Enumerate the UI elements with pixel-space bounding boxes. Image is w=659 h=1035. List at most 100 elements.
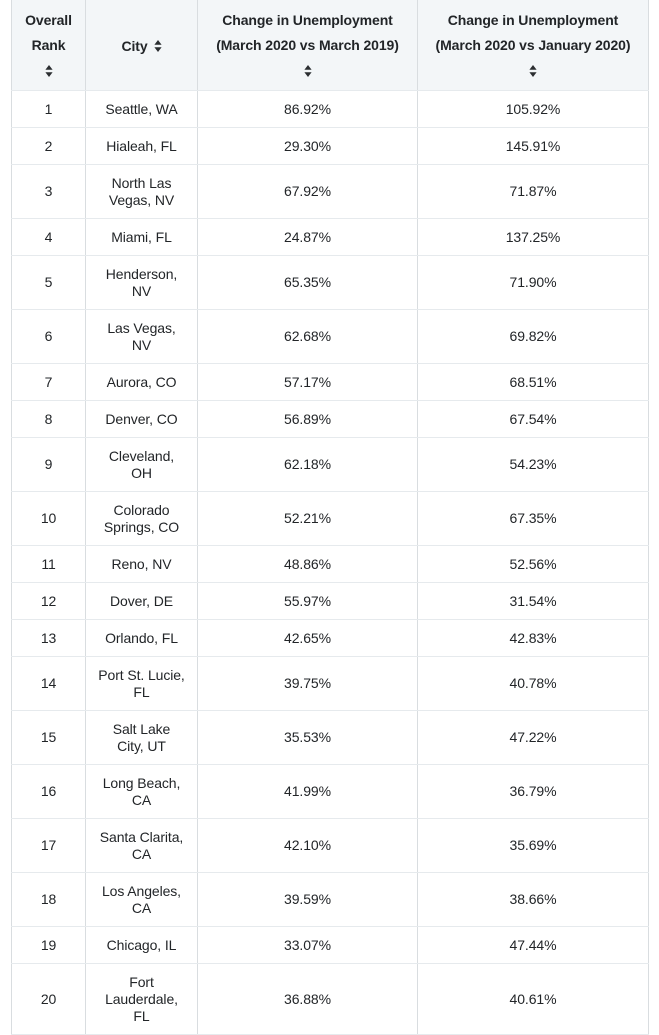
change-mom-cell: 137.25%: [417, 218, 649, 256]
change-yoy-cell: 55.97%: [197, 582, 418, 620]
header-change-yoy-line1: Change in Unemployment: [222, 12, 393, 28]
change-mom-cell: 54.23%: [417, 437, 649, 492]
change-mom-cell: 47.22%: [417, 710, 649, 765]
city-cell: Colorado Springs, CO: [85, 491, 198, 546]
change-mom-cell: 68.51%: [417, 363, 649, 401]
change-yoy-cell: 52.21%: [197, 491, 418, 546]
rank-cell: 13: [11, 619, 86, 657]
table-row: 8 Denver, CO 56.89% 67.54%: [11, 400, 649, 438]
table-row: 17 Santa Clarita, CA 42.10% 35.69%: [11, 818, 649, 873]
change-mom-cell: 40.78%: [417, 656, 649, 711]
change-yoy-cell: 67.92%: [197, 164, 418, 219]
table-row: 13 Orlando, FL 42.65% 42.83%: [11, 619, 649, 657]
rank-cell: 1: [11, 90, 86, 128]
change-mom-cell: 36.79%: [417, 764, 649, 819]
sort-icon[interactable]: [303, 65, 312, 77]
table-row: 20 Fort Lauderdale, FL 36.88% 40.61%: [11, 963, 649, 1035]
change-yoy-cell: 57.17%: [197, 363, 418, 401]
change-mom-cell: 38.66%: [417, 872, 649, 927]
table-row: 6 Las Vegas, NV 62.68% 69.82%: [11, 309, 649, 364]
city-cell: Denver, CO: [85, 400, 198, 438]
header-city-label: City: [121, 37, 148, 54]
table-row: 5 Henderson, NV 65.35% 71.90%: [11, 255, 649, 310]
city-cell: Orlando, FL: [85, 619, 198, 657]
city-cell: Seattle, WA: [85, 90, 198, 128]
change-mom-cell: 71.87%: [417, 164, 649, 219]
change-mom-cell: 145.91%: [417, 127, 649, 165]
change-yoy-cell: 65.35%: [197, 255, 418, 310]
city-cell: Port St. Lucie, FL: [85, 656, 198, 711]
sort-icon[interactable]: [529, 65, 537, 77]
column-header-change-mom[interactable]: Change in Unemployment (March 2020 vs Ja…: [417, 0, 649, 91]
change-yoy-cell: 29.30%: [197, 127, 418, 165]
header-row: Overall Rank City Change in Unemployment…: [11, 0, 649, 91]
header-change-yoy-line2: (March 2020 vs March 2019): [216, 37, 399, 53]
table-row: 19 Chicago, IL 33.07% 47.44%: [11, 926, 649, 964]
rank-cell: 19: [11, 926, 86, 964]
change-yoy-cell: 24.87%: [197, 218, 418, 256]
header-change-mom-line2: (March 2020 vs January 2020): [435, 37, 631, 53]
change-yoy-cell: 35.53%: [197, 710, 418, 765]
column-header-change-yoy[interactable]: Change in Unemployment (March 2020 vs Ma…: [197, 0, 418, 91]
table-row: 9 Cleveland, OH 62.18% 54.23%: [11, 437, 649, 492]
change-yoy-cell: 41.99%: [197, 764, 418, 819]
rank-cell: 5: [11, 255, 86, 310]
rank-cell: 11: [11, 545, 86, 583]
city-cell: Santa Clarita, CA: [85, 818, 198, 873]
change-yoy-cell: 33.07%: [197, 926, 418, 964]
change-yoy-cell: 39.59%: [197, 872, 418, 927]
change-yoy-cell: 62.18%: [197, 437, 418, 492]
change-mom-cell: 31.54%: [417, 582, 649, 620]
table-row: 12 Dover, DE 55.97% 31.54%: [11, 582, 649, 620]
city-cell: Chicago, IL: [85, 926, 198, 964]
table-row: 2 Hialeah, FL 29.30% 145.91%: [11, 127, 649, 165]
column-header-city[interactable]: City: [85, 0, 198, 91]
city-cell: Las Vegas, NV: [85, 309, 198, 364]
change-yoy-cell: 48.86%: [197, 545, 418, 583]
rank-cell: 3: [11, 164, 86, 219]
rank-cell: 17: [11, 818, 86, 873]
change-mom-cell: 47.44%: [417, 926, 649, 964]
rank-cell: 9: [11, 437, 86, 492]
city-cell: Los Angeles, CA: [85, 872, 198, 927]
change-mom-cell: 69.82%: [417, 309, 649, 364]
table-row: 10 Colorado Springs, CO 52.21% 67.35%: [11, 491, 649, 546]
city-cell: Salt Lake City, UT: [85, 710, 198, 765]
column-header-overall-rank[interactable]: Overall Rank: [11, 0, 86, 91]
table-header: Overall Rank City Change in Unemployment…: [11, 0, 649, 91]
rank-cell: 15: [11, 710, 86, 765]
change-mom-cell: 40.61%: [417, 963, 649, 1035]
table-row: 14 Port St. Lucie, FL 39.75% 40.78%: [11, 656, 649, 711]
city-cell: Dover, DE: [85, 582, 198, 620]
table-row: 4 Miami, FL 24.87% 137.25%: [11, 218, 649, 256]
change-yoy-cell: 42.65%: [197, 619, 418, 657]
header-change-mom-line1: Change in Unemployment: [447, 12, 619, 28]
table-row: 7 Aurora, CO 57.17% 68.51%: [11, 363, 649, 401]
change-mom-cell: 35.69%: [417, 818, 649, 873]
rank-cell: 18: [11, 872, 86, 927]
table-row: 1 Seattle, WA 86.92% 105.92%: [11, 90, 649, 128]
table-body: 1 Seattle, WA 86.92% 105.92% 2 Hialeah, …: [11, 90, 649, 1035]
table-row: 11 Reno, NV 48.86% 52.56%: [11, 545, 649, 583]
change-mom-cell: 67.54%: [417, 400, 649, 438]
city-cell: Long Beach, CA: [85, 764, 198, 819]
rank-cell: 20: [11, 963, 86, 1035]
change-mom-cell: 67.35%: [417, 491, 649, 546]
city-cell: Henderson, NV: [85, 255, 198, 310]
change-yoy-cell: 86.92%: [197, 90, 418, 128]
change-mom-cell: 52.56%: [417, 545, 649, 583]
change-yoy-cell: 36.88%: [197, 963, 418, 1035]
change-yoy-cell: 42.10%: [197, 818, 418, 873]
table-row: 15 Salt Lake City, UT 35.53% 47.22%: [11, 710, 649, 765]
rank-cell: 16: [11, 764, 86, 819]
change-mom-cell: 105.92%: [417, 90, 649, 128]
header-overall-rank-line2: Rank: [31, 37, 66, 53]
table-row: 18 Los Angeles, CA 39.59% 38.66%: [11, 872, 649, 927]
city-cell: Aurora, CO: [85, 363, 198, 401]
table-row: 3 North Las Vegas, NV 67.92% 71.87%: [11, 164, 649, 219]
city-cell: Cleveland, OH: [85, 437, 198, 492]
rank-cell: 6: [11, 309, 86, 364]
sort-icon[interactable]: [44, 65, 53, 77]
rank-cell: 7: [11, 363, 86, 401]
sort-icon[interactable]: [153, 39, 162, 52]
